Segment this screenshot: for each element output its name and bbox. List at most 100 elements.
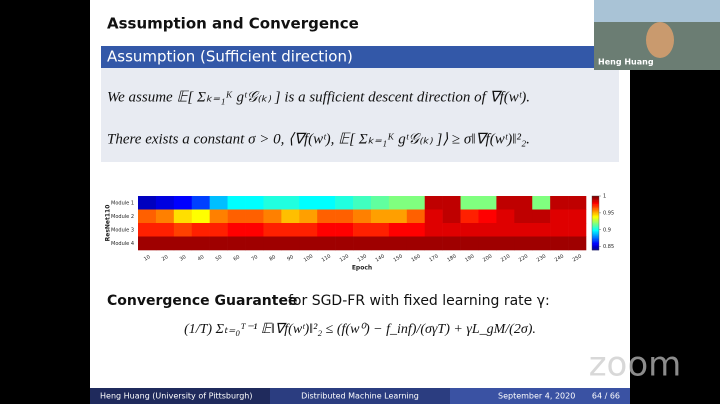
heat-cell (478, 209, 497, 224)
heat-cell (209, 236, 228, 251)
colorbar-step (592, 232, 599, 235)
heat-cell (353, 209, 372, 224)
x-tick-label: 210 (500, 253, 511, 263)
x-tick-label: 250 (572, 253, 583, 263)
heat-cell (514, 196, 533, 210)
x-tick-label: 100 (303, 253, 314, 263)
heat-cell (245, 196, 264, 210)
colorbar-label: 0.9 (603, 227, 611, 233)
heat-cell (227, 196, 246, 210)
heat-cell (353, 236, 372, 251)
colorbar-step (592, 196, 599, 198)
heat-cell (209, 196, 228, 210)
x-tick-label: 110 (321, 253, 332, 263)
convergence-text: for SGD-FR with fixed learning rate γ: (288, 293, 550, 309)
colorbar-step (592, 224, 599, 226)
heat-cell (335, 209, 354, 224)
heat-cell (568, 236, 587, 251)
heat-cell (370, 236, 390, 251)
heat-cell (299, 236, 318, 251)
x-tick-label: 70 (250, 254, 259, 262)
colorbar-step (592, 210, 599, 213)
heat-cell (317, 196, 336, 210)
heat-cell (496, 223, 515, 237)
heat-cell (335, 196, 354, 210)
heat-cell (138, 209, 157, 224)
colorbar-step (592, 217, 599, 220)
x-tick-label: 60 (233, 254, 242, 262)
x-tick-label: 10 (143, 254, 152, 262)
colorbar-label: 0.85 (603, 244, 614, 250)
block-line: There exists a constant σ > 0, ⟨∇f(wᵗ), … (107, 131, 530, 147)
x-tick-label: 200 (482, 253, 493, 263)
x-tick-label: 150 (392, 253, 403, 263)
x-tick-label: 180 (446, 253, 457, 263)
heat-cell (550, 209, 569, 224)
heat-cell (370, 196, 390, 210)
heat-cell (281, 209, 300, 224)
heat-cell (550, 223, 569, 237)
heat-cell (299, 196, 318, 210)
colorbar-step (592, 205, 599, 208)
heat-cell (281, 236, 300, 251)
heat-cell (568, 223, 587, 237)
heat-cell (478, 223, 497, 237)
row-label: Module 1 (111, 200, 134, 206)
participant-face (646, 22, 674, 58)
heat-cell (263, 223, 282, 237)
heat-cell (514, 209, 533, 224)
colorbar-step (592, 235, 599, 237)
formula: (1/T) Σₜ₌₀ᵀ⁻¹ 𝔼‖∇f(wᵗ)‖²₂ ≤ (f(w⁰) − f_i… (184, 322, 536, 337)
row-label: Module 4 (111, 241, 134, 247)
heat-cell (263, 196, 282, 210)
heat-cell (424, 209, 443, 224)
heat-cell (317, 209, 336, 224)
heat-cell (138, 196, 157, 210)
colorbar-step (592, 208, 599, 210)
heat-cell (317, 236, 336, 251)
colorbar-step (592, 216, 599, 218)
colorbar-step (592, 248, 599, 251)
row-label: Module 2 (111, 214, 134, 220)
heat-cell (155, 209, 175, 224)
footer-author: Heng Huang (University of Pittsburgh) (100, 392, 252, 401)
x-tick-label: 170 (428, 253, 439, 263)
heat-cell (227, 223, 246, 237)
footer-talk: Distributed Machine Learning (301, 392, 419, 401)
heat-cell (406, 223, 426, 237)
x-tick-label: 20 (161, 254, 170, 262)
heat-cell (550, 236, 569, 251)
colorbar-step (592, 247, 599, 249)
block-header (101, 46, 619, 68)
colorbar-step (592, 233, 599, 236)
video-sky (594, 0, 720, 22)
x-tick-label: 160 (410, 253, 421, 263)
convergence-heading: Convergence Guarantee (107, 293, 297, 309)
colorbar-step (592, 206, 599, 209)
heat-cell (263, 209, 282, 224)
heat-cell (514, 236, 533, 251)
heat-cell (263, 236, 282, 251)
colorbar-step (592, 198, 599, 201)
footer-right (450, 388, 630, 404)
x-axis-label: Epoch (352, 265, 372, 272)
heat-cell (299, 223, 318, 237)
colorbar-step (592, 201, 599, 204)
heat-cell (514, 223, 533, 237)
heat-cell (227, 236, 246, 251)
heat-cell (406, 236, 426, 251)
heat-cell (317, 223, 336, 237)
heat-cell (496, 196, 515, 210)
colorbar-step (592, 244, 599, 247)
colorbar-step (592, 197, 599, 199)
heat-cell (191, 236, 210, 251)
heat-cell (209, 223, 228, 237)
colorbar-step (592, 223, 599, 225)
heat-cell (568, 209, 587, 224)
participant-name: Heng Huang (598, 58, 654, 67)
heat-cell (460, 209, 479, 224)
heat-cell (424, 223, 443, 237)
heat-cell (424, 236, 443, 251)
heat-cell (442, 209, 461, 224)
